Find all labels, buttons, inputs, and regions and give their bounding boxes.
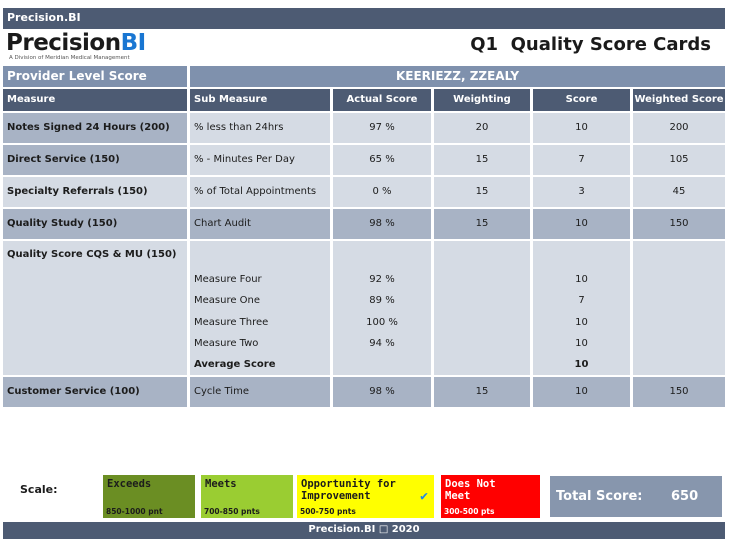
table-row-actual-score: 98 % [333,209,431,239]
logo-accent: BI [120,30,147,56]
scale-box-opportunity: Opportunity for Improvement ✔ 500-750 pn… [297,475,434,518]
quality-block-actual-scores: 92 % 89 % 100 % 94 % [333,241,431,375]
list-item: Measure Two [194,338,259,349]
table-row-weighting: 15 [434,145,530,175]
footer: Precision.BI □ 2020 [3,522,725,539]
table-row-weighted-score: 200 [633,113,725,143]
list-item: 10 [575,274,588,285]
list-item: 89 % [369,295,395,306]
logo-tagline: A Division of Meridian Medical Managemen… [9,55,130,61]
table-row-actual-score: 0 % [333,177,431,207]
average-score-label: Average Score [194,359,276,370]
table-row-weighted-score: 150 [633,209,725,239]
brand-bar: Precision.BI [3,8,725,29]
column-header-score: Score [533,89,630,111]
table-row-sub-measure: % - Minutes Per Day [190,145,330,175]
total-score-box: Total Score: 650 [550,476,722,517]
provider-level-label: Provider Level Score [7,69,147,83]
table-row-measure: Quality Study (150) [3,209,187,239]
list-item: 7 [578,295,585,306]
provider-name: KEERIEZZ, ZZEALY [395,69,520,83]
table-row-measure: Notes Signed 24 Hours (200) [3,113,187,143]
footer-text: Precision.BI □ 2020 [308,524,420,535]
table-row-measure: Specialty Referrals (150) [3,177,187,207]
list-item: 92 % [369,274,395,285]
table-row-sub-measure: Chart Audit [190,209,330,239]
table-row-weighting: 15 [434,177,530,207]
quality-block-sub-measures: Measure Four Measure One Measure Three M… [190,241,330,375]
table-row-score: 10 [533,377,630,407]
table-row-sub-measure: Cycle Time [190,377,330,407]
list-item: 10 [575,338,588,349]
brand-bar-title: Precision.BI [7,11,81,24]
table-row-score: 7 [533,145,630,175]
list-item: 10 [575,317,588,328]
total-score-label: Total Score: [556,489,643,504]
checkmark-icon: ✔ [420,489,428,504]
scale-box-meets: Meets 700-850 pnts [201,475,293,518]
column-header-measure: Measure [3,89,187,111]
column-header-weighted-score: Weighted Score [633,89,725,111]
table-row-actual-score: 97 % [333,113,431,143]
quality-block-weighting [434,241,530,375]
list-item: Measure One [194,295,261,306]
precision-bi-logo: PrecisionBI A Division of Meridian Medic… [6,30,176,62]
logo-wordmark: PrecisionBI [6,30,146,56]
list-item: Measure Four [194,274,262,285]
column-header-weighting: Weighting [434,89,530,111]
quality-block-scores: 10 7 10 10 10 [533,241,630,375]
table-row-score: 3 [533,177,630,207]
column-header-sub-measure: Sub Measure [190,89,330,111]
provider-level-header: Provider Level Score [3,66,187,87]
average-score-value: 10 [574,359,589,370]
list-item: 94 % [369,338,395,349]
table-row-weighting: 15 [434,209,530,239]
scale-box-does-not-meet: Does Not Meet 300-500 pts [441,475,540,518]
table-row-weighted-score: 105 [633,145,725,175]
table-row-weighted-score: 150 [633,377,725,407]
table-row-weighting: 15 [434,377,530,407]
list-item: Measure Three [194,317,269,328]
table-row-actual-score: 98 % [333,377,431,407]
table-row-measure: Direct Service (150) [3,145,187,175]
table-row-sub-measure: % less than 24hrs [190,113,330,143]
table-row-sub-measure: % of Total Appointments [190,177,330,207]
table-row-measure: Customer Service (100) [3,377,187,407]
table-row-weighting: 20 [434,113,530,143]
list-item: 100 % [366,317,398,328]
page-title: Q1 Quality Score Cards [470,34,711,55]
table-row-weighted-score: 45 [633,177,725,207]
provider-name-header: KEERIEZZ, ZZEALY [190,66,725,87]
table-row-score: 10 [533,209,630,239]
scale-label: Scale: [20,483,58,496]
quality-block-weighted [633,241,725,375]
column-header-actual-score: Actual Score [333,89,431,111]
scale-box-exceeds: Exceeds 850-1000 pnt [103,475,195,518]
table-row-actual-score: 65 % [333,145,431,175]
table-row-score: 10 [533,113,630,143]
total-score-value: 650 [671,489,699,504]
quality-block-measure: Quality Score CQS & MU (150) [3,241,187,375]
